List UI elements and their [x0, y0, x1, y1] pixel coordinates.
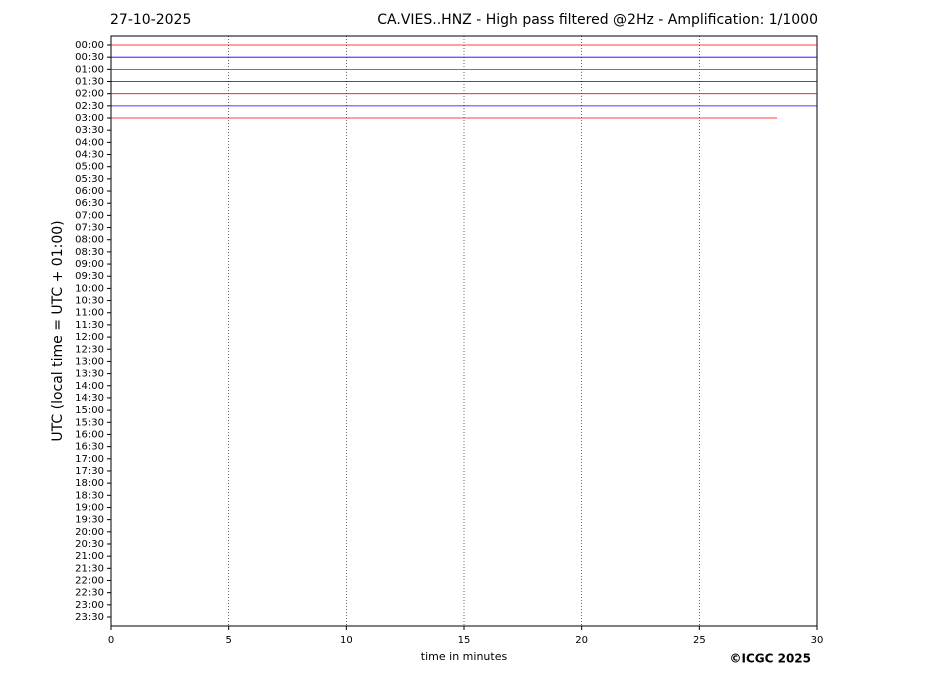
y-tick-label: 13:30: [75, 369, 104, 380]
y-tick-label: 06:30: [75, 198, 104, 209]
y-tick-label: 15:30: [75, 417, 104, 428]
y-tick-label: 23:00: [75, 600, 104, 611]
y-tick-label: 19:00: [75, 502, 104, 513]
y-tick-label: 20:00: [75, 527, 104, 538]
y-tick-label: 04:00: [75, 137, 104, 148]
y-tick-label: 01:00: [75, 64, 104, 75]
y-tick-label: 08:00: [75, 235, 104, 246]
y-tick-label: 00:00: [75, 40, 104, 51]
y-tick-label: 18:30: [75, 490, 104, 501]
y-tick-label: 17:30: [75, 466, 104, 477]
y-tick-label: 09:30: [75, 271, 104, 282]
y-tick-label: 11:00: [75, 308, 104, 319]
y-tick-label: 15:00: [75, 405, 104, 416]
y-tick-label: 10:30: [75, 296, 104, 307]
y-tick-label: 22:30: [75, 588, 104, 599]
y-tick-label: 21:00: [75, 551, 104, 562]
y-tick-label: 12:30: [75, 344, 104, 355]
x-tick-label: 0: [108, 635, 114, 646]
y-tick-label: 19:30: [75, 515, 104, 526]
y-tick-label: 18:00: [75, 478, 104, 489]
y-tick-label: 11:30: [75, 320, 104, 331]
y-tick-label: 17:00: [75, 454, 104, 465]
x-tick-label: 25: [693, 635, 706, 646]
y-tick-label: 04:30: [75, 150, 104, 161]
y-tick-label: 23:30: [75, 612, 104, 623]
x-tick-label: 10: [340, 635, 353, 646]
y-tick-label: 02:00: [75, 89, 104, 100]
y-tick-label: 20:30: [75, 539, 104, 550]
y-tick-label: 14:30: [75, 393, 104, 404]
y-axis-label: UTC (local time = UTC + 01:00): [50, 220, 66, 441]
x-tick-label: 15: [458, 635, 471, 646]
y-tick-label: 14:00: [75, 381, 104, 392]
y-tick-label: 12:00: [75, 332, 104, 343]
y-tick-label: 01:30: [75, 77, 104, 88]
y-tick-label: 05:30: [75, 174, 104, 185]
y-tick-label: 07:30: [75, 223, 104, 234]
y-tick-label: 07:00: [75, 210, 104, 221]
x-tick-label: 30: [811, 635, 824, 646]
y-tick-label: 16:30: [75, 442, 104, 453]
copyright: ©ICGC 2025: [729, 652, 811, 666]
y-tick-label: 00:30: [75, 52, 104, 63]
y-tick-label: 13:00: [75, 356, 104, 367]
y-tick-label: 16:00: [75, 429, 104, 440]
y-tick-label: 03:00: [75, 113, 104, 124]
y-tick-label: 21:30: [75, 563, 104, 574]
x-axis-label: time in minutes: [421, 650, 508, 663]
y-tick-label: 03:30: [75, 125, 104, 136]
y-tick-label: 08:30: [75, 247, 104, 258]
y-tick-label: 10:00: [75, 283, 104, 294]
y-tick-label: 22:00: [75, 575, 104, 586]
y-tick-label: 02:30: [75, 101, 104, 112]
x-tick-label: 20: [575, 635, 588, 646]
y-tick-label: 09:00: [75, 259, 104, 270]
chart-date: 27-10-2025: [110, 12, 191, 28]
chart-title: CA.VIES..HNZ - High pass filtered @2Hz -…: [377, 12, 818, 28]
y-tick-label: 06:00: [75, 186, 104, 197]
y-tick-label: 05:00: [75, 162, 104, 173]
x-tick-label: 5: [225, 635, 231, 646]
